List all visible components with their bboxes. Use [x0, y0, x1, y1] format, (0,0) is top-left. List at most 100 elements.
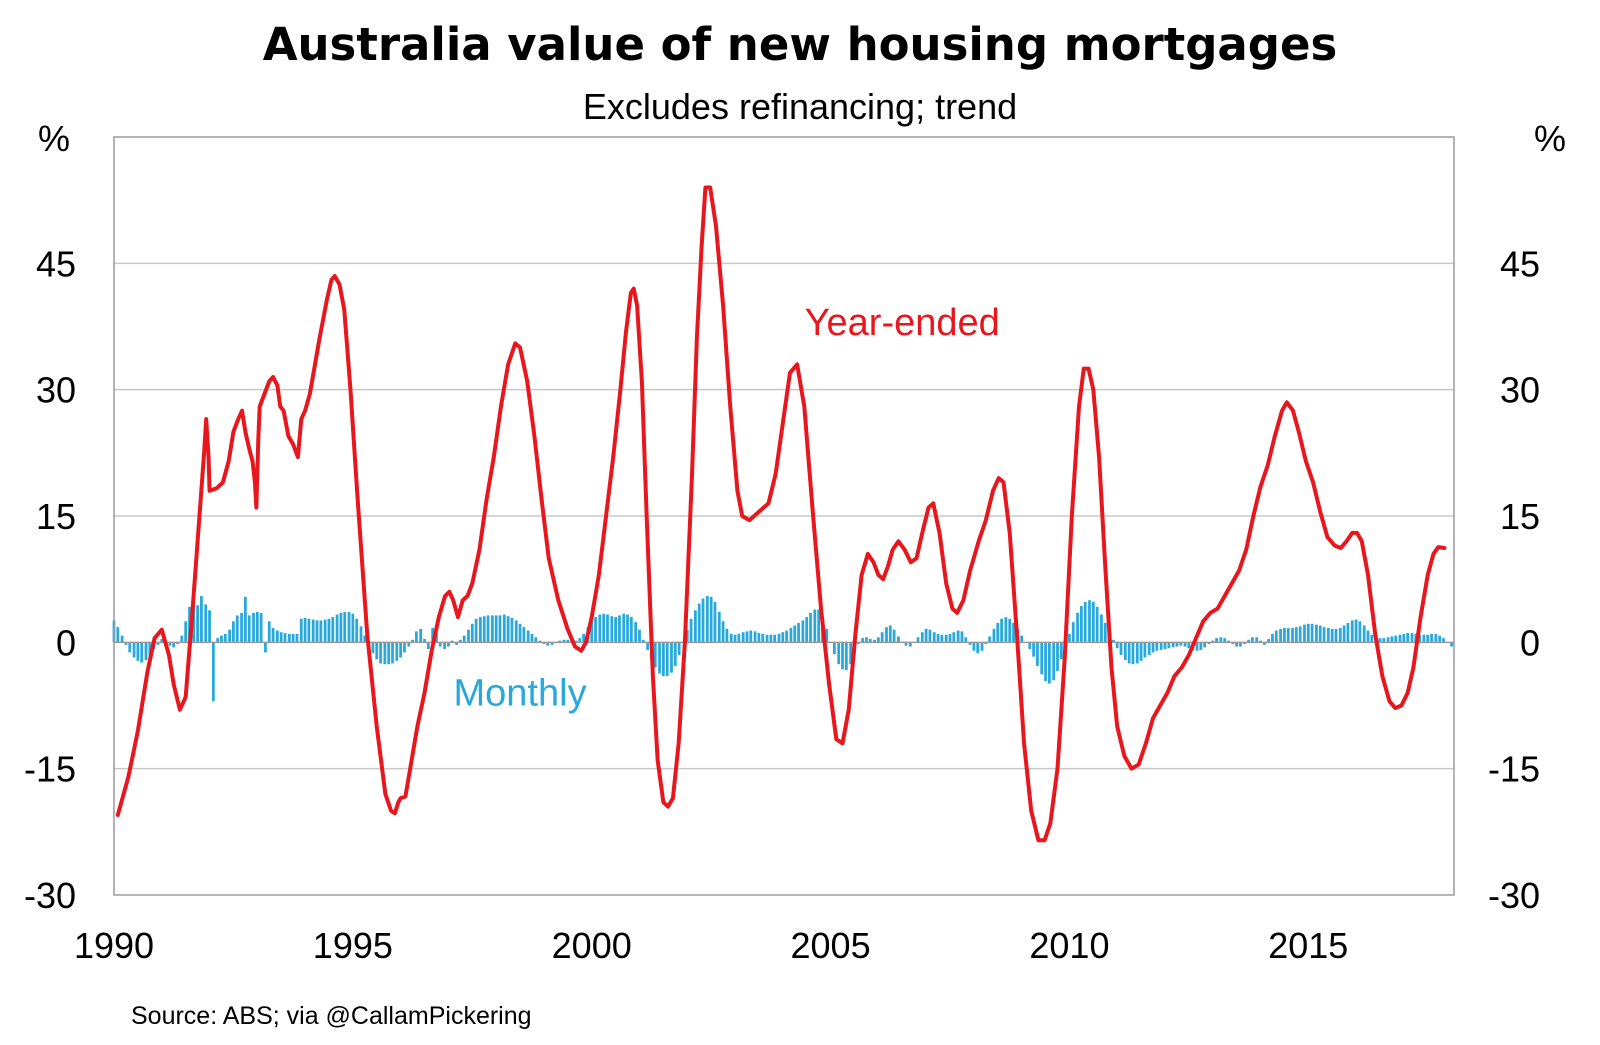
- monthly-bar: [1020, 635, 1024, 643]
- monthly-bar: [271, 628, 275, 643]
- monthly-bar: [665, 642, 669, 677]
- monthly-bar: [1259, 640, 1262, 643]
- monthly-bar: [522, 627, 526, 643]
- monthly-bar: [211, 642, 215, 702]
- monthly-bar: [264, 642, 267, 653]
- monthly-bar: [1274, 630, 1278, 643]
- y-tick-label-left: 45: [36, 243, 76, 284]
- x-tick-label: 2015: [1268, 925, 1348, 966]
- grid-layer: [114, 262, 1454, 770]
- monthly-bar: [1076, 612, 1079, 643]
- monthly-bar: [988, 636, 992, 643]
- monthly-bar: [462, 635, 466, 643]
- monthly-bar: [1318, 625, 1322, 643]
- monthly-bar: [200, 596, 203, 643]
- monthly-bar: [1159, 642, 1163, 650]
- monthly-bar: [339, 612, 343, 643]
- y-tick-label-right: 30: [1500, 370, 1540, 411]
- monthly-bar: [391, 642, 394, 664]
- monthly-bar: [1251, 637, 1254, 643]
- monthly-bar: [1112, 639, 1115, 643]
- monthly-bar: [801, 620, 805, 643]
- monthly-bar: [1286, 628, 1290, 643]
- monthly-bar: [176, 642, 179, 645]
- monthly-bar: [1207, 642, 1211, 645]
- monthly-bar: [546, 642, 550, 646]
- monthly-bar: [443, 642, 446, 650]
- monthly-bar: [1047, 642, 1051, 684]
- monthly-bar: [885, 627, 888, 643]
- y-tick-label-left: 0: [56, 622, 76, 663]
- monthly-bar: [252, 612, 255, 643]
- monthly-bar: [956, 630, 960, 643]
- monthly-bar: [1346, 622, 1350, 643]
- monthly-bar: [1151, 642, 1155, 653]
- monthly-bar: [781, 632, 785, 643]
- monthly-bar: [837, 642, 841, 665]
- monthly-bar: [1418, 634, 1421, 643]
- monthly-bar: [148, 642, 152, 655]
- monthly-bar: [315, 620, 319, 643]
- monthly-bar: [582, 633, 585, 643]
- monthly-bar: [701, 598, 705, 643]
- monthly-bar: [1079, 606, 1083, 643]
- monthly-bar: [172, 642, 176, 648]
- monthly-bar: [498, 615, 502, 643]
- monthly-bar: [1071, 622, 1075, 643]
- monthly-bar: [1406, 633, 1410, 643]
- monthly-bar: [1175, 642, 1179, 647]
- monthly-bar: [415, 631, 418, 643]
- monthly-bar: [873, 639, 876, 643]
- monthly-bar: [562, 639, 566, 643]
- monthly-bar: [1338, 628, 1342, 643]
- monthly-bar: [936, 633, 940, 643]
- source-note: Source: ABS; via @CallamPickering: [131, 1002, 532, 1030]
- monthly-bar: [426, 642, 430, 650]
- monthly-bar: [717, 612, 721, 643]
- monthly-bar: [486, 615, 490, 643]
- monthly-bar: [996, 622, 1000, 643]
- monthly-bar: [661, 642, 665, 677]
- monthly-bar: [1350, 620, 1354, 643]
- series-label-layer: Year-ended Monthly: [454, 302, 1000, 715]
- monthly-bar: [1083, 601, 1087, 643]
- monthly-bar: [447, 642, 450, 647]
- monthly-bar: [1303, 624, 1306, 643]
- monthly-bar: [479, 617, 482, 643]
- monthly-bar: [1362, 625, 1366, 643]
- monthly-bar: [375, 642, 379, 660]
- monthly-bar: [1091, 601, 1095, 643]
- y-tick-label-left: -30: [24, 875, 76, 916]
- monthly-bar: [1394, 635, 1398, 643]
- monthly-bar: [1310, 623, 1314, 643]
- monthly-bar: [450, 640, 454, 643]
- monthly-bar: [283, 633, 287, 643]
- monthly-bar: [892, 629, 896, 643]
- monthly-bar: [518, 623, 522, 643]
- monthly-bars: [112, 596, 1453, 702]
- monthly-bar: [1195, 642, 1199, 651]
- monthly-bar: [1410, 633, 1414, 643]
- monthly-bar: [980, 642, 984, 651]
- monthly-bar: [1052, 642, 1056, 681]
- monthly-bar: [948, 633, 952, 643]
- monthly-bar: [741, 632, 745, 643]
- y-tick-label-right: -15: [1488, 749, 1540, 790]
- monthly-bar: [590, 621, 594, 643]
- monthly-bar: [618, 615, 621, 643]
- monthly-bar: [156, 642, 160, 645]
- monthly-bar: [275, 630, 279, 643]
- monthly-bar: [279, 632, 283, 643]
- monthly-bar: [550, 642, 554, 645]
- monthly-bar: [1088, 600, 1091, 643]
- monthly-bar: [733, 634, 737, 643]
- monthly-bar: [1330, 628, 1334, 643]
- monthly-bar: [1315, 624, 1318, 643]
- monthly-bar: [777, 633, 781, 643]
- monthly-bar: [960, 631, 964, 643]
- monthly-bar: [825, 628, 829, 643]
- monthly-bar: [1056, 642, 1059, 671]
- monthly-bar: [1450, 642, 1453, 647]
- monthly-bar: [1215, 638, 1218, 643]
